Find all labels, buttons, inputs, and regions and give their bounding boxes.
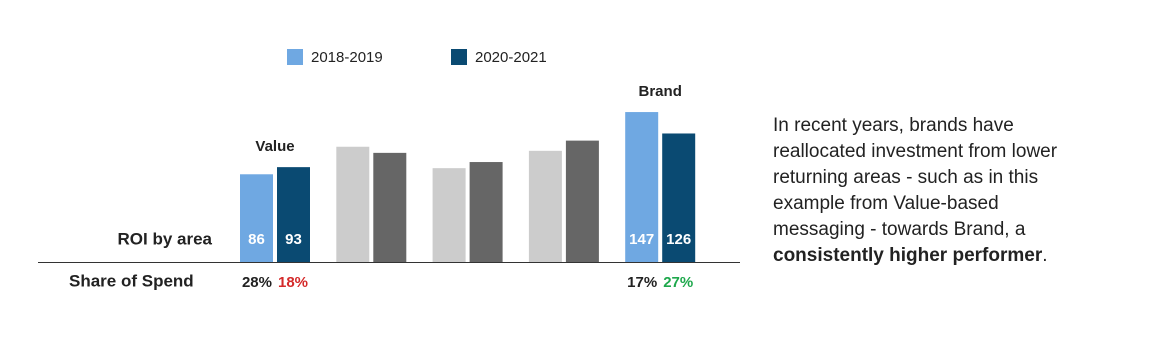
bar xyxy=(662,133,696,262)
data-label: 93 xyxy=(285,231,302,248)
bar xyxy=(528,150,562,262)
bar xyxy=(277,167,310,262)
data-label: 147 xyxy=(629,231,654,248)
note-bold: consistently higher performer xyxy=(773,245,1043,266)
note-end: . xyxy=(1042,245,1048,266)
share-label: 17% xyxy=(627,274,657,291)
category-label: Brand xyxy=(639,83,682,100)
row-label: ROI by area xyxy=(118,229,213,248)
category-label: Value xyxy=(255,138,294,155)
note-line: messaging - towards Brand, a xyxy=(773,219,1026,240)
note-line: In recent years, brands have xyxy=(773,115,1014,136)
bar xyxy=(240,174,273,262)
share-label: 18% xyxy=(278,274,308,291)
note-line: returning areas - such as in this xyxy=(773,167,1039,188)
bar xyxy=(565,140,599,262)
bar xyxy=(373,152,407,262)
share-title: Share of Spend xyxy=(69,271,194,290)
share-label: 28% xyxy=(242,274,272,291)
note-line: consistently higher performer. xyxy=(773,243,1153,269)
bar xyxy=(625,112,659,262)
legend-label: 2020-2021 xyxy=(475,49,547,66)
data-label: 126 xyxy=(666,231,691,248)
note-line: reallocated investment from lower xyxy=(773,141,1058,162)
bar xyxy=(336,146,370,262)
legend-swatch xyxy=(287,49,303,65)
chart: 2018-2019 2020-2021 86 28% 93 18% Value 147 17% 1… xyxy=(38,49,740,291)
note-line: example from Value-based xyxy=(773,193,999,214)
legend-label: 2018-2019 xyxy=(311,49,383,66)
share-label: 27% xyxy=(663,274,693,291)
bar xyxy=(469,162,503,262)
note: In recent years, brands have reallocated … xyxy=(773,113,1153,269)
legend-swatch xyxy=(451,49,467,65)
bar xyxy=(432,168,466,262)
data-label: 86 xyxy=(248,231,265,248)
